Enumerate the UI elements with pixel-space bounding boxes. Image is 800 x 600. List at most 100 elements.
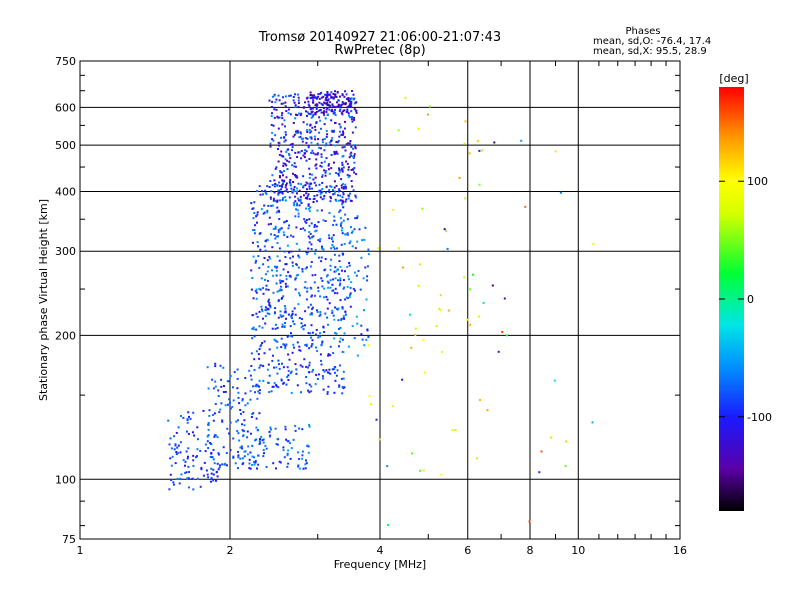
data-point: [414, 333, 417, 336]
data-point: [291, 264, 294, 267]
data-point: [336, 141, 339, 144]
data-point: [187, 411, 190, 414]
data-point: [295, 263, 298, 266]
data-point: [237, 432, 240, 435]
data-point: [268, 391, 271, 393]
data-point: [207, 422, 210, 424]
data-point: [305, 192, 308, 195]
data-point: [304, 101, 306, 104]
data-point: [315, 107, 318, 110]
data-point: [275, 98, 278, 101]
data-point: [239, 446, 242, 449]
data-point: [338, 189, 341, 192]
data-point: [334, 90, 336, 93]
data-point: [280, 154, 283, 157]
data-point: [263, 245, 266, 248]
data-point: [293, 307, 296, 310]
data-point: [344, 200, 347, 203]
data-point: [303, 358, 306, 361]
data-point: [199, 485, 202, 488]
data-point: [256, 221, 258, 224]
data-point: [208, 409, 211, 412]
data-point: [214, 385, 217, 388]
data-point: [257, 454, 260, 457]
data-point: [295, 372, 298, 375]
data-point: [294, 424, 297, 427]
data-point: [228, 398, 231, 401]
data-point: [332, 352, 335, 354]
data-point: [255, 215, 258, 218]
data-point: [360, 324, 363, 327]
data-point: [330, 119, 333, 122]
data-point: [278, 99, 281, 102]
data-point: [300, 391, 302, 394]
data-point: [200, 468, 203, 471]
data-point: [253, 335, 256, 338]
data-point: [321, 138, 324, 141]
data-point: [355, 173, 358, 176]
data-point: [348, 264, 351, 267]
data-point: [187, 477, 190, 480]
data-point: [319, 311, 322, 314]
data-point: [283, 325, 286, 328]
data-point: [330, 197, 332, 200]
data-point: [214, 380, 217, 383]
data-point: [312, 99, 315, 102]
data-point: [304, 152, 306, 155]
data-point: [321, 245, 323, 248]
data-point: [327, 168, 330, 171]
data-point: [274, 167, 277, 170]
data-point: [306, 444, 309, 447]
data-point: [293, 346, 295, 349]
data-point: [287, 374, 290, 377]
data-point: [335, 223, 338, 226]
data-point: [249, 451, 252, 454]
data-point: [288, 180, 291, 183]
data-point: [246, 453, 249, 456]
data-point: [341, 199, 344, 202]
data-point: [305, 207, 308, 210]
data-point: [289, 325, 292, 328]
data-point: [187, 447, 190, 450]
data-point: [554, 150, 557, 153]
data-point: [250, 378, 253, 381]
data-point: [354, 145, 357, 148]
data-point: [338, 110, 341, 112]
data-point: [273, 234, 276, 236]
data-point: [317, 290, 320, 293]
data-point: [278, 153, 281, 156]
data-point: [454, 429, 457, 432]
data-point: [288, 153, 290, 155]
data-point: [295, 113, 297, 116]
data-point: [312, 95, 315, 98]
data-point: [267, 363, 270, 366]
data-point: [357, 270, 360, 272]
data-point: [310, 111, 313, 114]
data-point: [308, 185, 311, 188]
data-point: [324, 99, 327, 102]
data-point: [277, 127, 280, 130]
data-point: [202, 409, 205, 412]
data-point: [308, 210, 311, 213]
data-point: [476, 457, 478, 460]
data-point: [466, 318, 469, 321]
data-point: [284, 190, 287, 193]
data-point: [250, 269, 253, 272]
data-point: [187, 432, 190, 435]
data-point: [320, 165, 323, 168]
data-point: [299, 198, 302, 201]
data-point: [251, 241, 254, 244]
data-point: [292, 438, 295, 441]
data-point: [342, 183, 345, 185]
data-point: [285, 383, 288, 386]
data-point: [310, 295, 313, 298]
data-point: [350, 281, 353, 284]
data-point: [331, 110, 334, 113]
data-point: [308, 347, 311, 350]
data-point: [338, 384, 341, 387]
data-point: [172, 481, 175, 484]
data-point: [284, 105, 287, 108]
data-point: [367, 336, 370, 338]
data-point: [311, 107, 314, 110]
